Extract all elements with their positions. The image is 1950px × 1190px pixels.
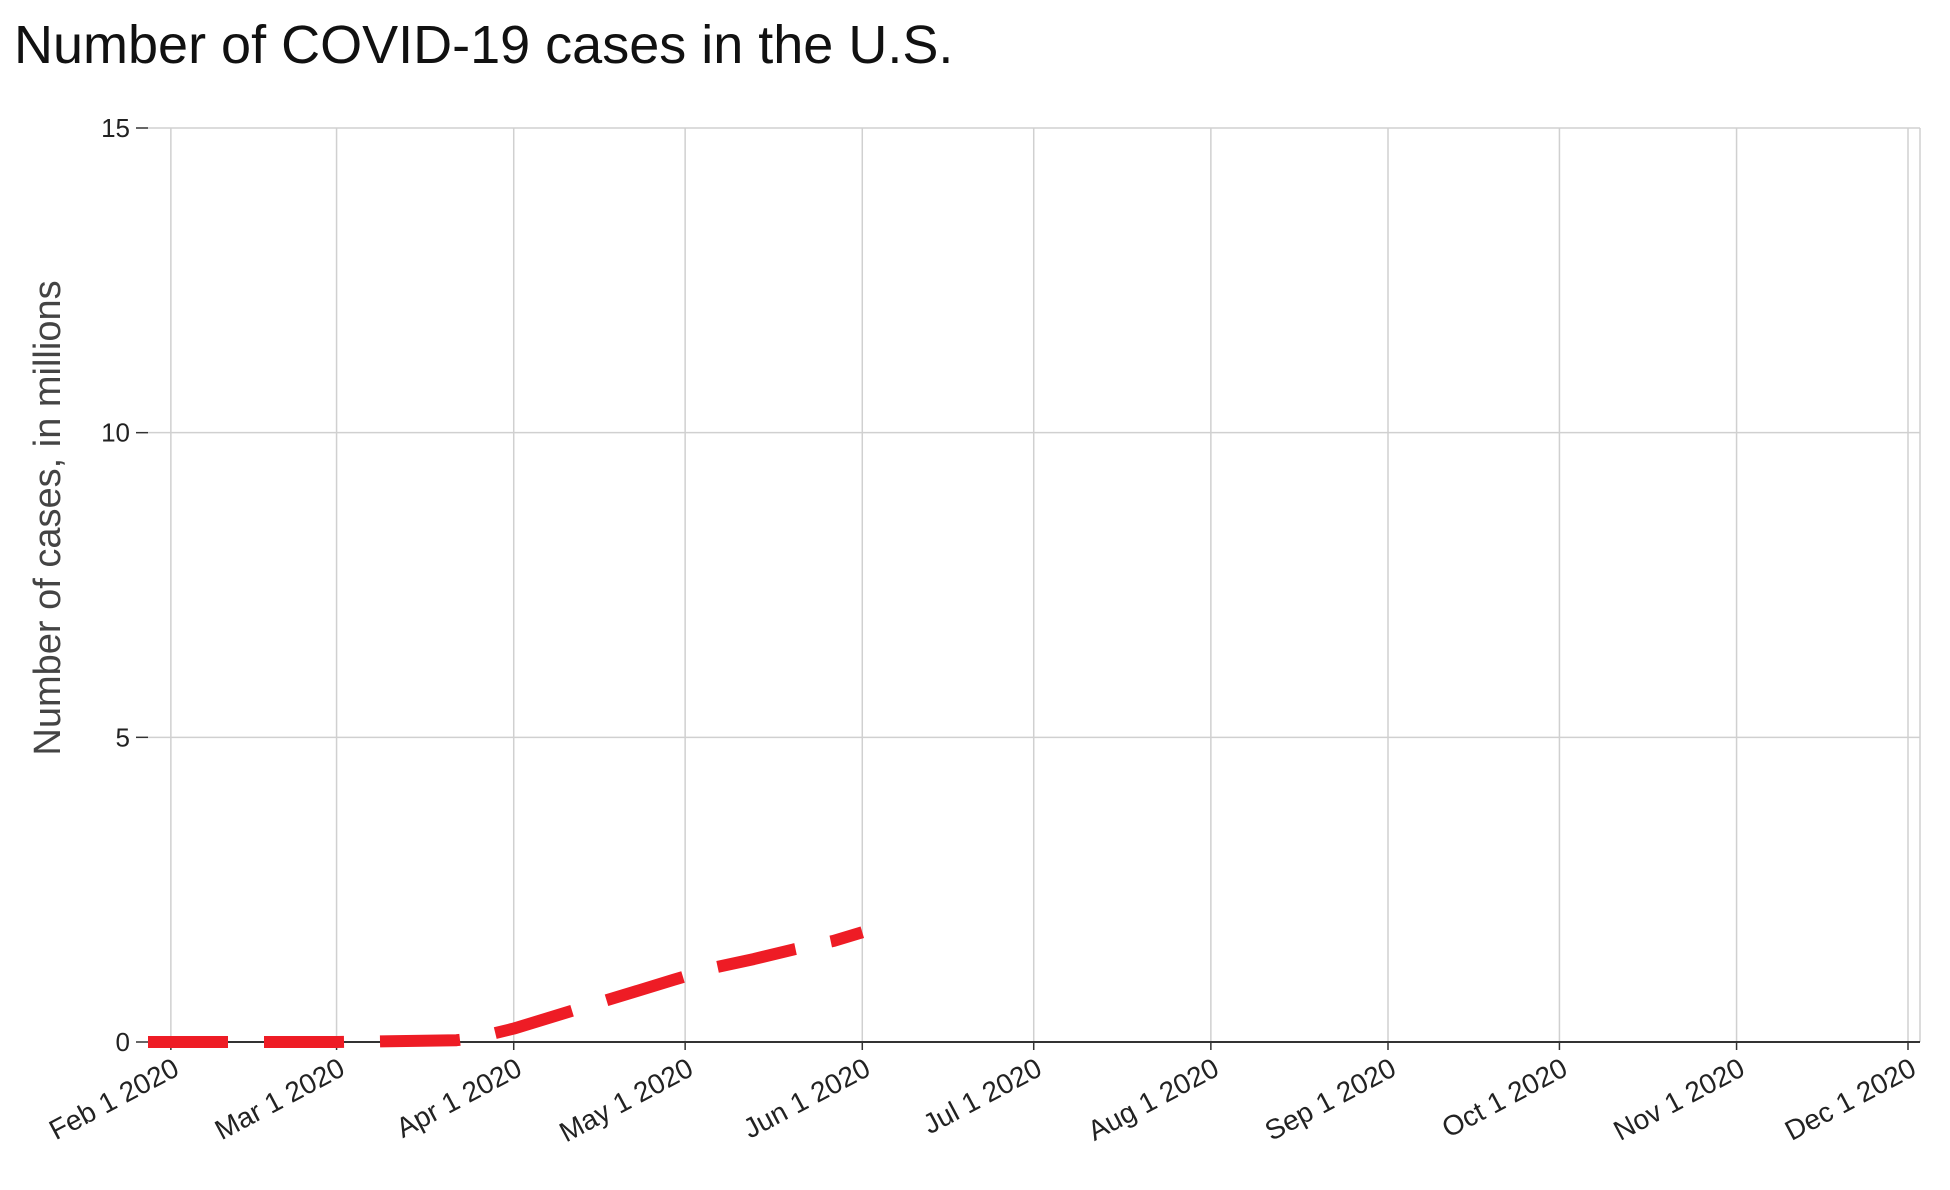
y-tick-label: 5 [116, 722, 130, 752]
x-tick-label: Dec 1 2020 [1780, 1052, 1921, 1147]
y-axis-label: Number of cases, in millions [27, 280, 69, 755]
x-tick-label: May 1 2020 [554, 1052, 698, 1148]
label-layer: 0 5 10 15 Feb 1 2020 Mar 1 2020 Apr 1 2020 May … [44, 113, 1921, 1148]
x-tick-label: Aug 1 2020 [1083, 1052, 1224, 1147]
y-tick-label: 0 [116, 1027, 130, 1057]
chart-title: Number of COVID-19 cases in the U.S. [14, 15, 954, 75]
y-tick-label: 15 [101, 113, 130, 143]
x-tick-label: Apr 1 2020 [391, 1052, 527, 1144]
series-layer [148, 926, 865, 1048]
x-tick-label: Jun 1 2020 [738, 1052, 875, 1144]
x-tick-label: Sep 1 2020 [1260, 1052, 1401, 1147]
axis-layer [136, 127, 1920, 1050]
x-tick-label: Mar 1 2020 [210, 1052, 350, 1146]
x-tick-label: Nov 1 2020 [1608, 1052, 1749, 1147]
y-tick-label: 10 [101, 418, 130, 448]
grid-layer [148, 127, 1921, 1042]
series-line [148, 926, 865, 1048]
x-tick-label: Jul 1 2020 [918, 1052, 1047, 1140]
x-tick-label: Feb 1 2020 [44, 1052, 184, 1146]
x-tick-label: Oct 1 2020 [1437, 1052, 1573, 1144]
